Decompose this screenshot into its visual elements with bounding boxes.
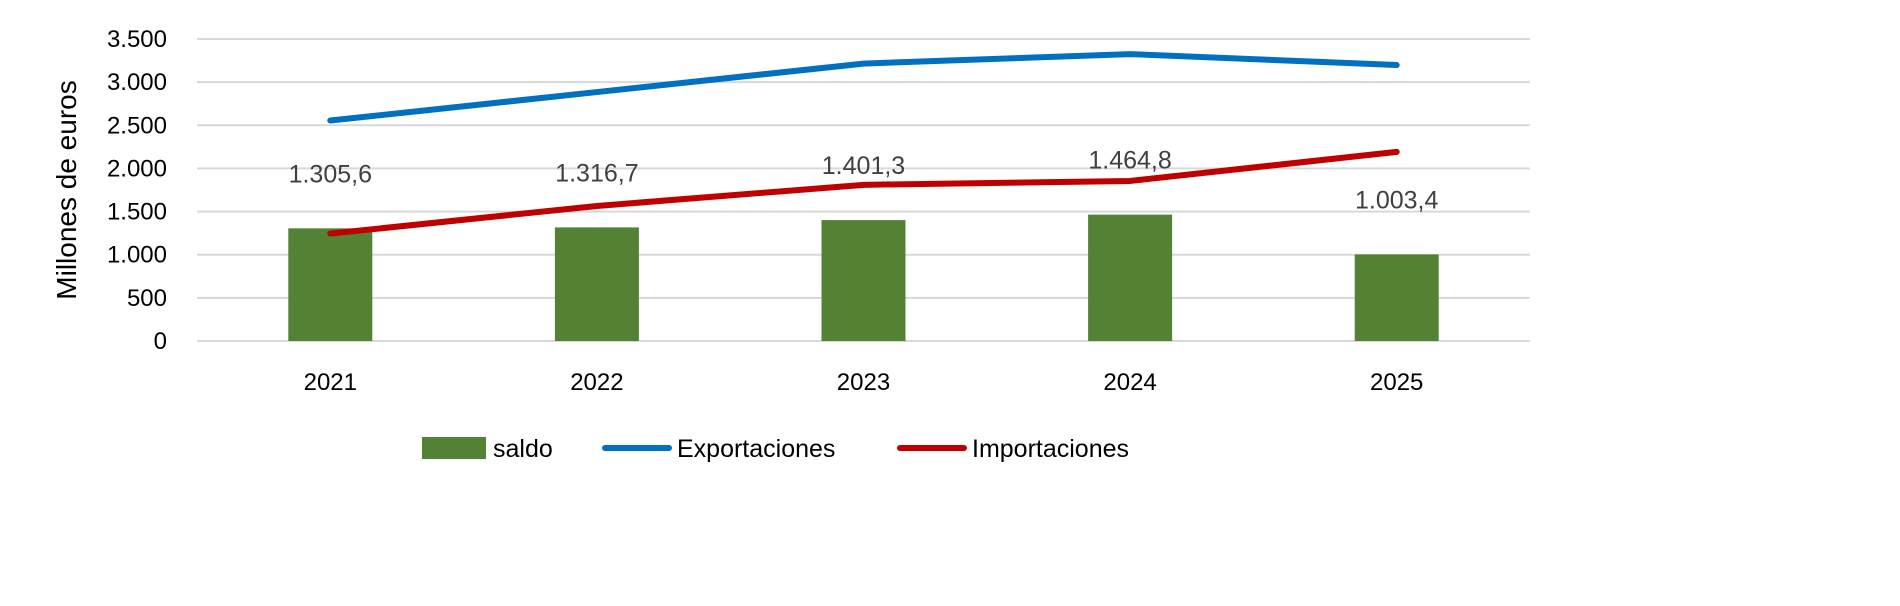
y-tick-label: 500	[127, 285, 167, 312]
data-label: 1.464,8	[1088, 147, 1171, 175]
line-exportaciones	[327, 51, 1400, 124]
data-label: 1.316,7	[555, 159, 638, 187]
y-tick-label: 3.000	[107, 69, 167, 96]
x-tick-label: 2022	[570, 369, 623, 396]
x-tick-label: 2023	[837, 369, 890, 396]
y-tick-label: 1.500	[107, 199, 167, 226]
legend-swatch-saldo	[422, 437, 486, 459]
y-tick-label: 0	[154, 328, 167, 355]
bar-saldo	[1354, 254, 1439, 341]
bar-saldo	[1088, 214, 1173, 341]
x-tick-label: 2021	[304, 369, 357, 396]
y-tick-label: 1.000	[107, 242, 167, 269]
x-tick-label: 2025	[1370, 369, 1423, 396]
y-tick-label: 2.500	[107, 112, 167, 139]
bar-saldo	[554, 227, 639, 341]
legend-label-importaciones: Importaciones	[972, 435, 1129, 463]
y-tick-label: 2.000	[107, 155, 167, 182]
legend-label-saldo: saldo	[493, 435, 553, 463]
data-label: 1.003,4	[1355, 186, 1439, 214]
x-tick-label: 2024	[1103, 369, 1156, 396]
y-axis-label: Millones de euros	[51, 80, 82, 299]
legend: saldo Exportaciones Importaciones	[422, 435, 1129, 463]
legend-label-exportaciones: Exportaciones	[677, 435, 835, 463]
data-label: 1.401,3	[822, 152, 905, 180]
y-tick-label: 3.500	[107, 26, 167, 53]
data-label: 1.305,6	[289, 160, 372, 188]
bar-saldo	[288, 228, 373, 341]
bar-saldo	[821, 220, 906, 341]
